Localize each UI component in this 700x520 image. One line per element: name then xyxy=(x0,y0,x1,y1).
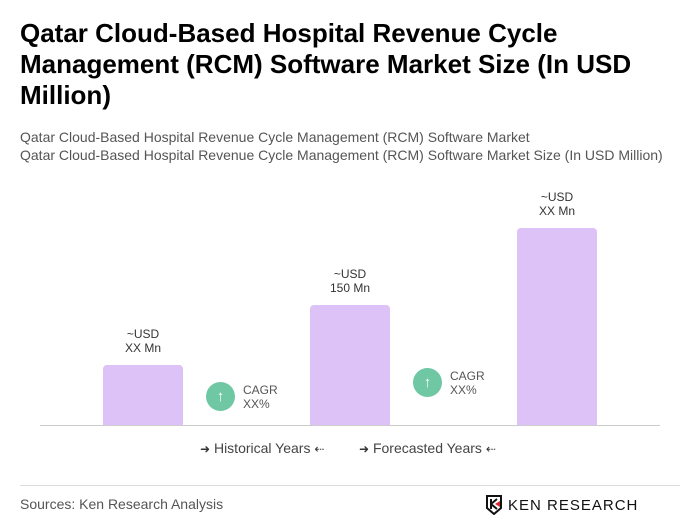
cagr-label: CAGR xyxy=(450,368,485,383)
x-axis-line xyxy=(40,425,660,426)
arrow-right-icon: ➜ xyxy=(359,442,370,456)
legend-historical: ➜ Historical Years ⇠ xyxy=(200,440,324,456)
chart-subtitle: Qatar Cloud-Based Hospital Revenue Cycle… xyxy=(20,129,530,145)
bar-label-line1: ~USD xyxy=(333,267,367,281)
cagr-label: CAGR xyxy=(243,382,278,397)
cagr-badge-1: ↑ CAGR XX% xyxy=(206,382,278,411)
legend-forecasted: ➜ Forecasted Years ⇠ xyxy=(359,440,496,456)
logo-text: KEN RESEARCH xyxy=(508,496,639,514)
legend-label: Forecasted Years xyxy=(372,440,482,456)
bar-label-line2: XX Mn xyxy=(124,341,161,355)
bar-label-2: ~USD 150 Mn xyxy=(290,267,410,295)
bar-label-1: ~USD XX Mn xyxy=(83,327,203,355)
bar-3 xyxy=(517,228,597,425)
bar-1 xyxy=(103,365,183,425)
cagr-value: XX% xyxy=(243,396,270,411)
bar-label-line1: ~USD xyxy=(540,190,574,205)
footer-divider xyxy=(20,485,680,486)
bar-label-line2: XX Mn xyxy=(538,204,575,219)
legend-label: Historical Years xyxy=(213,440,311,456)
arrow-right-icon: ➜ xyxy=(200,442,211,456)
bar-label-line1: ~USD xyxy=(126,327,160,341)
ken-research-logo: KEN RESEARCH xyxy=(486,495,638,515)
arrow-left-icon: ⇠ xyxy=(485,442,496,456)
arrow-up-icon: ↑ xyxy=(413,368,442,397)
chart-subtitle-2: Qatar Cloud-Based Hospital Revenue Cycle… xyxy=(20,147,663,163)
cagr-badge-2: ↑ CAGR XX% xyxy=(413,368,485,397)
arrow-left-icon: ⇠ xyxy=(314,442,325,456)
source-text: Sources: Ken Research Analysis xyxy=(20,496,224,512)
cagr-value: XX% xyxy=(450,382,477,397)
bar-label-3: ~USD XX Mn xyxy=(497,190,617,218)
chart-title: Qatar Cloud-Based Hospital Revenue Cycle… xyxy=(20,18,632,110)
logo-shield-icon xyxy=(486,495,502,515)
bar-2 xyxy=(310,305,390,425)
arrow-up-icon: ↑ xyxy=(206,382,235,411)
bar-label-line2: 150 Mn xyxy=(329,281,371,295)
